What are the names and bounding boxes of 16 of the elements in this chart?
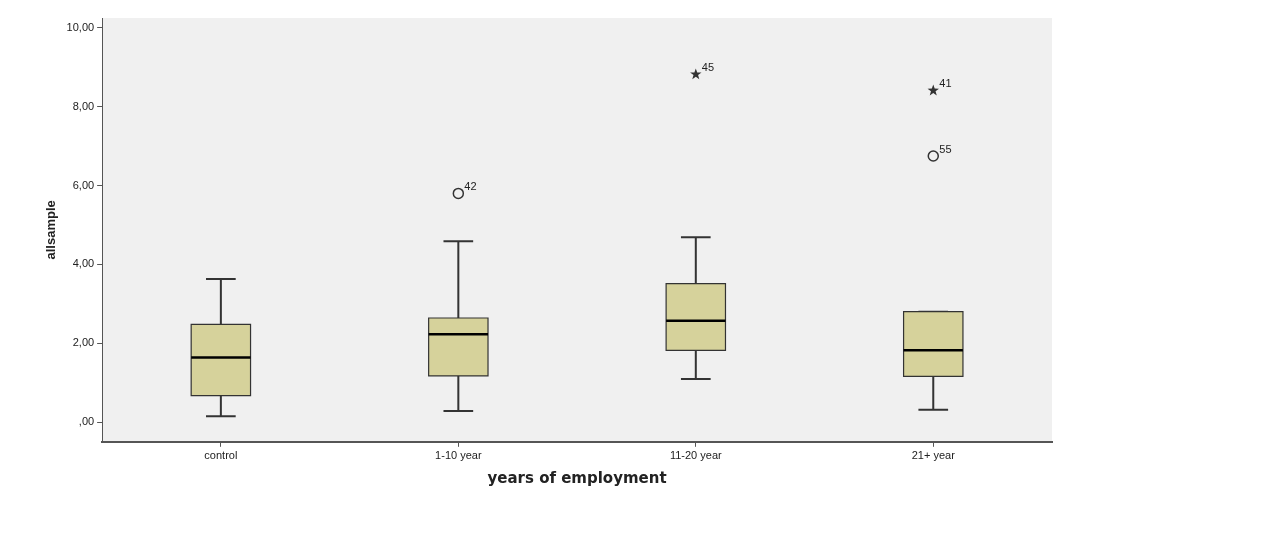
y-tick-label: 6,00 [72,178,95,191]
x-axis-title: years of employment [487,468,667,487]
annotation: 42 [464,179,477,192]
y-axis-title: allsample [43,200,59,260]
x-tick-label: 11-20 year [669,449,723,462]
annotation: 41 [939,77,952,90]
y-tick-label: 4,00 [72,257,95,270]
x-tick-label: 1-10 year [435,449,482,462]
y-tick-label: 2,00 [72,336,95,349]
x-tick-label: control [204,449,238,462]
y-tick-label: ,00 [78,415,95,428]
y-tick-label: 8,00 [72,99,95,112]
annotation: 45 [701,60,715,73]
x-tick-label: 21+ year [911,449,956,462]
annotation: 55 [939,142,952,155]
y-tick-label: 10,00 [66,20,95,33]
